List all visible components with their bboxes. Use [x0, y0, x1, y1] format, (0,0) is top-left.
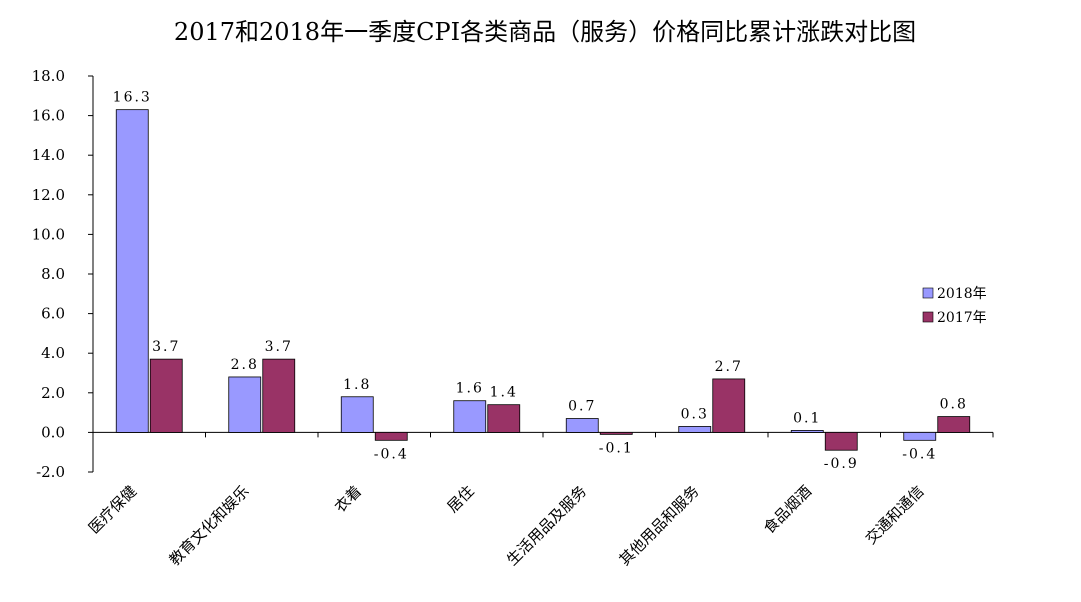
x-category-label: 衣着 [331, 482, 365, 516]
bar-2018 [115, 109, 149, 433]
bar-2017 [262, 358, 296, 433]
x-category-label: 生活用品及服务 [503, 482, 590, 569]
bar-2017 [487, 404, 521, 433]
bar-2017 [374, 431, 408, 441]
legend-label: 2017年 [937, 310, 987, 326]
bar-2018 [790, 430, 824, 433]
legend-swatch [922, 287, 934, 299]
bar-2017 [824, 431, 858, 451]
data-label: -0.1 [599, 440, 634, 456]
data-label: 1.4 [490, 385, 518, 401]
y-tick-label: 10.0 [32, 225, 65, 243]
bar-2018 [678, 426, 712, 433]
x-category-label: 教育文化和娱乐 [166, 482, 253, 569]
y-tick-label: 2.0 [41, 384, 65, 402]
data-label: 2.8 [231, 357, 259, 373]
bar-2017 [937, 416, 971, 433]
data-label: 0.3 [681, 406, 709, 422]
data-label: 2.7 [715, 359, 743, 375]
data-label: 0.8 [940, 397, 968, 413]
x-category-label: 居住 [444, 482, 478, 516]
data-label: -0.4 [902, 446, 937, 462]
data-label: -0.9 [824, 456, 859, 472]
y-tick-label: 6.0 [41, 305, 65, 323]
bar-2018 [453, 400, 487, 433]
data-label: 3.7 [152, 339, 180, 355]
data-label: 0.7 [568, 399, 596, 415]
y-tick-label: 18.0 [32, 67, 65, 85]
data-label: 0.1 [793, 410, 821, 426]
bar-2018 [903, 431, 937, 441]
bar-2017 [599, 431, 633, 435]
y-tick-label: -2.0 [36, 463, 65, 481]
x-category-label: 食品烟酒 [760, 482, 815, 537]
x-category-label: 其他用品和服务 [616, 482, 703, 569]
data-label: -0.4 [374, 446, 409, 462]
bar-2017 [712, 378, 746, 433]
y-tick-label: 4.0 [41, 344, 65, 362]
y-tick-label: 12.0 [32, 186, 65, 204]
y-tick-label: 14.0 [32, 146, 65, 164]
y-tick-label: 0.0 [41, 423, 65, 441]
chart-title: 2017和2018年一季度CPI各类商品（服务）价格同比累计涨跌对比图 [174, 18, 916, 46]
x-category-label: 交通和通信 [862, 482, 928, 548]
bar-2018 [228, 376, 262, 433]
data-label: 1.6 [456, 381, 484, 397]
bar-2018 [565, 418, 599, 433]
y-tick-label: 16.0 [32, 107, 65, 125]
legend-label: 2018年 [937, 286, 987, 302]
data-label: 16.3 [113, 90, 152, 106]
data-label: 1.8 [343, 377, 371, 393]
bar-2017 [149, 358, 183, 433]
y-tick-label: 8.0 [41, 265, 65, 283]
data-label: 3.7 [265, 339, 293, 355]
bar-2018 [340, 396, 374, 433]
legend-swatch [922, 311, 934, 323]
x-category-label: 医疗保健 [85, 482, 140, 537]
